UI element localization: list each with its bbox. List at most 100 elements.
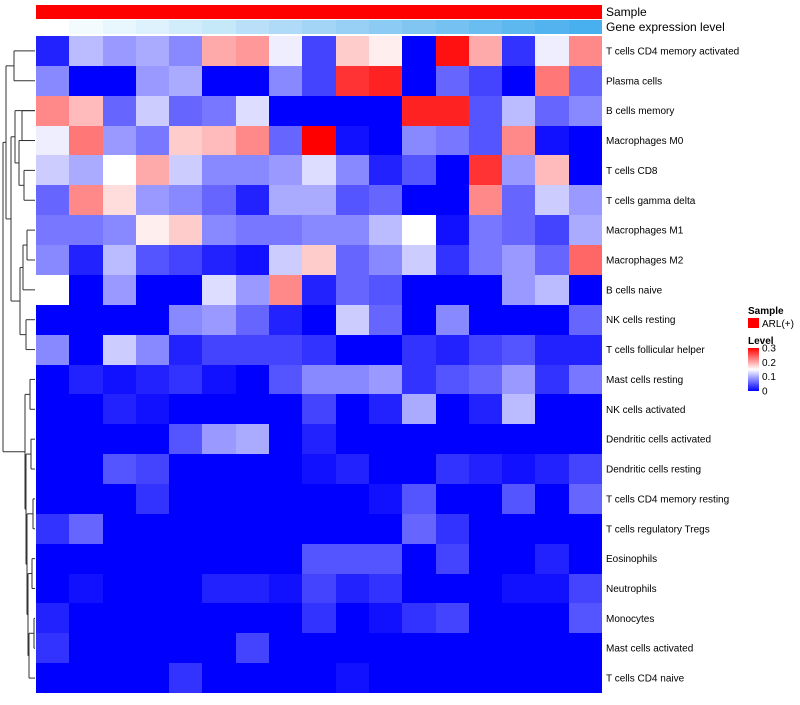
heatmap-cell	[402, 185, 436, 215]
heatmap-cell	[169, 185, 202, 215]
row-label: T cells CD8	[606, 166, 658, 177]
heatmap-cell	[269, 633, 302, 663]
heatmap-cell	[136, 126, 169, 155]
heatmap-cell	[535, 544, 569, 574]
heatmap-cell	[336, 574, 369, 603]
heatmap-cell	[502, 215, 535, 245]
annotation-cell	[569, 20, 602, 34]
heatmap-cell	[402, 215, 436, 245]
heatmap-cell	[269, 275, 302, 305]
heatmap-cell	[502, 574, 535, 603]
row-label: T cells gamma delta	[606, 196, 696, 207]
heatmap-cell	[336, 245, 369, 275]
heatmap-cell	[202, 215, 236, 245]
heatmap-cell	[469, 365, 502, 394]
heatmap-cell	[402, 514, 436, 544]
annotation-cell	[302, 20, 336, 34]
heatmap-cell	[103, 574, 136, 603]
heatmap-cell	[569, 633, 602, 663]
heatmap-cell	[336, 424, 369, 454]
heatmap-cell	[469, 36, 502, 66]
heatmap-cell	[569, 454, 602, 484]
heatmap-cell	[436, 603, 469, 633]
heatmap-cell	[535, 126, 569, 155]
heatmap-cell	[336, 215, 369, 245]
heatmap-cell	[402, 335, 436, 365]
heatmap-cell	[436, 155, 469, 185]
heatmap-cell	[136, 663, 169, 693]
heatmap-cell	[269, 215, 302, 245]
heatmap-cell	[336, 365, 369, 394]
heatmap-cell	[336, 514, 369, 544]
heatmap-cell	[569, 574, 602, 603]
heatmap-cell	[202, 365, 236, 394]
heatmap-cell	[302, 155, 336, 185]
heatmap-cell	[302, 126, 336, 155]
heatmap-cell	[236, 185, 269, 215]
sample-legend-title: Sample	[748, 306, 784, 317]
heatmap-cell	[236, 394, 269, 424]
heatmap-cell	[69, 454, 103, 484]
heatmap-cell	[569, 305, 602, 335]
annotation-cell	[535, 20, 569, 34]
heatmap-cell	[202, 36, 236, 66]
heatmap-cell	[236, 96, 269, 126]
heatmap-cell	[336, 484, 369, 514]
heatmap-cell	[36, 335, 69, 365]
heatmap-cell	[236, 126, 269, 155]
heatmap-cell	[502, 96, 535, 126]
heatmap-cell	[136, 633, 169, 663]
heatmap-cell	[103, 394, 136, 424]
heatmap-cell	[169, 574, 202, 603]
heatmap-cell	[502, 424, 535, 454]
heatmap-cell	[502, 305, 535, 335]
heatmap-cell	[302, 633, 336, 663]
heatmap-cell	[103, 126, 136, 155]
heatmap-cell	[436, 335, 469, 365]
heatmap-cell	[169, 275, 202, 305]
heatmap-cell	[569, 185, 602, 215]
heatmap-cell	[236, 663, 269, 693]
heatmap-cell	[136, 484, 169, 514]
heatmap-cell	[436, 126, 469, 155]
heatmap-cell	[103, 544, 136, 574]
heatmap-cell	[436, 633, 469, 663]
heatmap-cell	[269, 96, 302, 126]
heatmap-cell	[169, 305, 202, 335]
heatmap-cell	[136, 305, 169, 335]
heatmap-cell	[169, 126, 202, 155]
heatmap-cell	[469, 663, 502, 693]
heatmap-cell	[569, 66, 602, 96]
annotation-cell	[369, 5, 402, 19]
heatmap-cell	[36, 633, 69, 663]
row-label: Neutrophils	[606, 584, 657, 595]
heatmap-cell	[69, 245, 103, 275]
heatmap-cell	[36, 275, 69, 305]
heatmap-cell	[369, 36, 402, 66]
heatmap-cell	[169, 633, 202, 663]
heatmap-cell	[436, 544, 469, 574]
heatmap-cell	[436, 365, 469, 394]
heatmap-cell	[469, 633, 502, 663]
heatmap-cell	[302, 96, 336, 126]
heatmap-cell	[336, 603, 369, 633]
heatmap-cell	[436, 394, 469, 424]
heatmap-cell	[69, 394, 103, 424]
heatmap-cell	[302, 454, 336, 484]
heatmap-cell	[269, 394, 302, 424]
heatmap-cell	[136, 96, 169, 126]
heatmap-cell	[202, 305, 236, 335]
annotation-cell	[402, 20, 436, 34]
heatmap-cell	[535, 36, 569, 66]
row-label: Mast cells resting	[606, 375, 683, 386]
heatmap-cell	[369, 66, 402, 96]
annotation-cell	[236, 5, 269, 19]
heatmap-cell	[136, 215, 169, 245]
annotation-cell	[502, 20, 535, 34]
level-legend-tick: 0	[762, 387, 768, 398]
heatmap-cell	[502, 66, 535, 96]
heatmap-cell	[469, 185, 502, 215]
heatmap-cell	[202, 454, 236, 484]
heatmap-cell	[136, 335, 169, 365]
heatmap-cell	[569, 245, 602, 275]
